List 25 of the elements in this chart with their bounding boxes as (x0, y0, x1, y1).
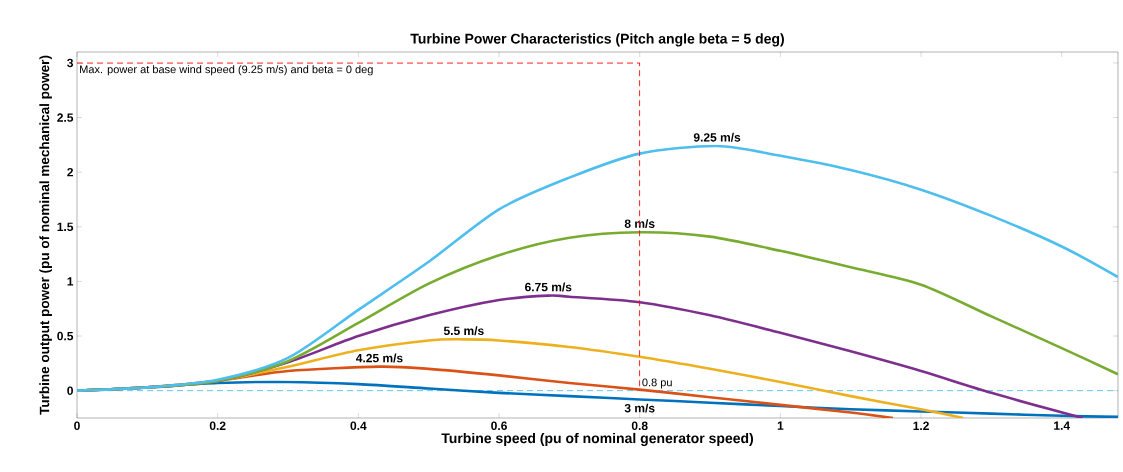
chart-title: Turbine Power Characteristics (Pitch angle beta = 5 deg) (410, 33, 784, 47)
x-tick-label: 1.2 (913, 421, 929, 430)
y-tick-label: 0 (67, 386, 73, 395)
y-axis-title: Turbine output power (pu of nominal mechanical power) (39, 55, 52, 415)
annotation: Max. power at base wind speed (9.25 m/s) and beta = 0 deg (80, 65, 373, 76)
series-label: 4.25 m/s (355, 353, 403, 363)
y-tick-label: 1 (67, 277, 74, 286)
x-tick-label: 0.6 (491, 421, 507, 431)
x-tick-label: 0.4 (350, 421, 367, 431)
y-tick-label: 2.5 (57, 113, 74, 122)
x-axis-title: Turbine speed (pu of nominal generator speed) (441, 432, 754, 446)
x-tick-label: 1 (777, 421, 784, 430)
series-label: 3 m/s (624, 403, 655, 413)
x-tick-label: 1.4 (1054, 421, 1070, 430)
y-tick-label: 2 (67, 167, 73, 177)
series-label: 9.25 m/s (693, 132, 741, 142)
x-tick-label: 0.8 (631, 421, 648, 431)
x-tick-label: 0.2 (209, 421, 226, 431)
y-tick-label: 1.5 (57, 222, 74, 231)
y-tick-label: 0.5 (57, 331, 74, 341)
y-tick-label: 3 (67, 58, 74, 68)
series-label: 5.5 m/s (443, 326, 484, 336)
series-label: 8 m/s (624, 219, 655, 229)
annotation: 0.8 pu (642, 378, 672, 389)
series-label: 6.75 m/s (525, 282, 572, 292)
